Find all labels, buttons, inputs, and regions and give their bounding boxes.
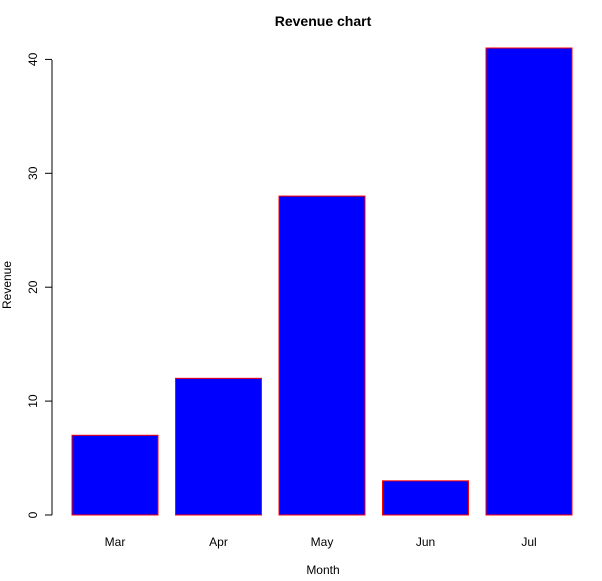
y-tick-label: 0 bbox=[26, 511, 40, 518]
bar-series bbox=[71, 47, 573, 516]
y-tick-label: 10 bbox=[26, 394, 40, 408]
y-axis-label: Revenue bbox=[0, 261, 14, 309]
x-tick-label-jul: Jul bbox=[521, 535, 536, 549]
chart-title: Revenue chart bbox=[275, 13, 372, 29]
x-axis-tick-labels: Mar Apr May Jun Jul bbox=[105, 535, 537, 549]
y-axis-ticks: 0 10 20 30 40 bbox=[26, 52, 52, 518]
x-axis-label: Month bbox=[306, 563, 339, 577]
x-tick-label-may: May bbox=[311, 535, 334, 549]
y-tick-label: 30 bbox=[26, 166, 40, 180]
y-tick-label: 40 bbox=[26, 52, 40, 66]
bar-jun bbox=[382, 480, 469, 516]
x-tick-label-mar: Mar bbox=[105, 535, 126, 549]
x-tick-label-apr: Apr bbox=[209, 535, 228, 549]
bar-may bbox=[278, 195, 366, 516]
y-tick-label: 20 bbox=[26, 280, 40, 294]
x-tick-label-jun: Jun bbox=[416, 535, 435, 549]
bar-apr bbox=[175, 377, 262, 516]
bar-mar bbox=[71, 434, 159, 516]
bar-jul bbox=[485, 47, 573, 516]
